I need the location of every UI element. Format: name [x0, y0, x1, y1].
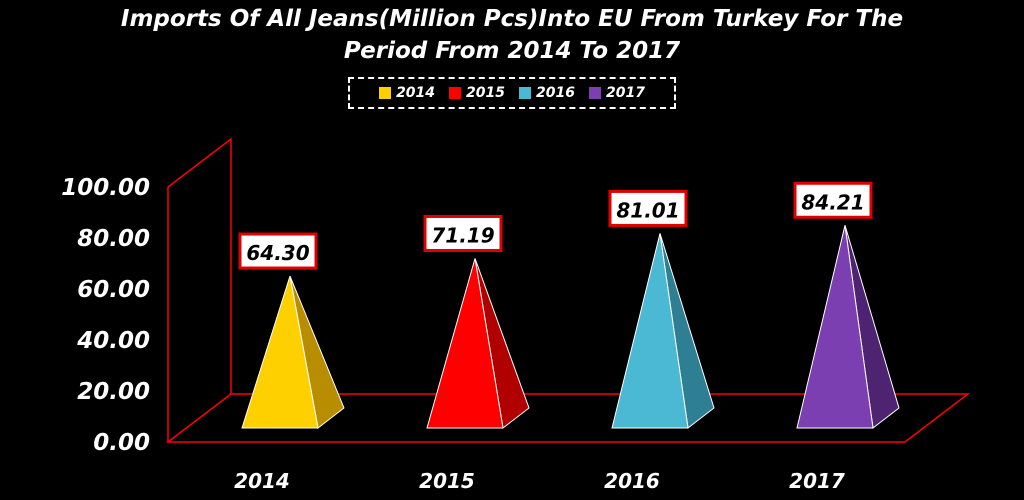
x-tick-label: 2015: [419, 469, 475, 493]
data-label-box-2015: [423, 214, 503, 252]
y-tick-label: 40.00: [76, 328, 150, 354]
y-tick-label: 0.00: [93, 430, 150, 456]
legend-label: 2015: [466, 85, 505, 101]
legend-swatch: [519, 87, 531, 99]
legend-item-2017: 2017: [588, 85, 645, 101]
floor-outline: [165, 393, 971, 443]
legend-swatch: [449, 87, 462, 99]
legend-label: 2016: [536, 85, 575, 101]
legend-label: 2014: [396, 85, 436, 101]
y-tick-label: 100.00: [61, 175, 150, 201]
chart-title-line-2: Period From 2014 To 2017: [343, 38, 681, 64]
chart-title-line-1: Imports Of All Jeans(Million Pcs)Into EU…: [120, 6, 904, 32]
data-label-2014: 64.30: [246, 241, 309, 265]
data-label-2015: 71.19: [431, 223, 494, 247]
legend-swatch: [588, 87, 601, 99]
legend-label: 2017: [605, 85, 645, 101]
bar-2017: [796, 225, 874, 429]
y-tick-label: 60.00: [77, 277, 150, 303]
y-tick-label: 20.00: [77, 379, 150, 405]
chart-legend: 2014 2015 2016 2017: [348, 77, 676, 109]
bar-2015: [426, 258, 504, 429]
data-label-box-2014: [238, 232, 318, 270]
x-tick-label: 2014: [234, 469, 290, 493]
back-wall-outline: [167, 137, 232, 394]
legend-item-2014: 2014: [379, 85, 435, 101]
legend-swatch: [379, 87, 392, 99]
y-tick-label: 80.00: [77, 226, 150, 252]
data-label-2016: 81.01: [616, 198, 679, 222]
bar-2016: [611, 233, 689, 429]
x-tick-label: 2016: [604, 469, 660, 493]
bar-2014: [241, 275, 319, 429]
legend-item-2016: 2016: [519, 85, 575, 101]
data-label-box-2017: [793, 181, 873, 219]
data-label-box-2016: [608, 189, 688, 227]
data-label-2017: 84.21: [801, 190, 864, 214]
x-tick-label: 2017: [789, 469, 845, 493]
legend-item-2015: 2015: [449, 85, 505, 101]
